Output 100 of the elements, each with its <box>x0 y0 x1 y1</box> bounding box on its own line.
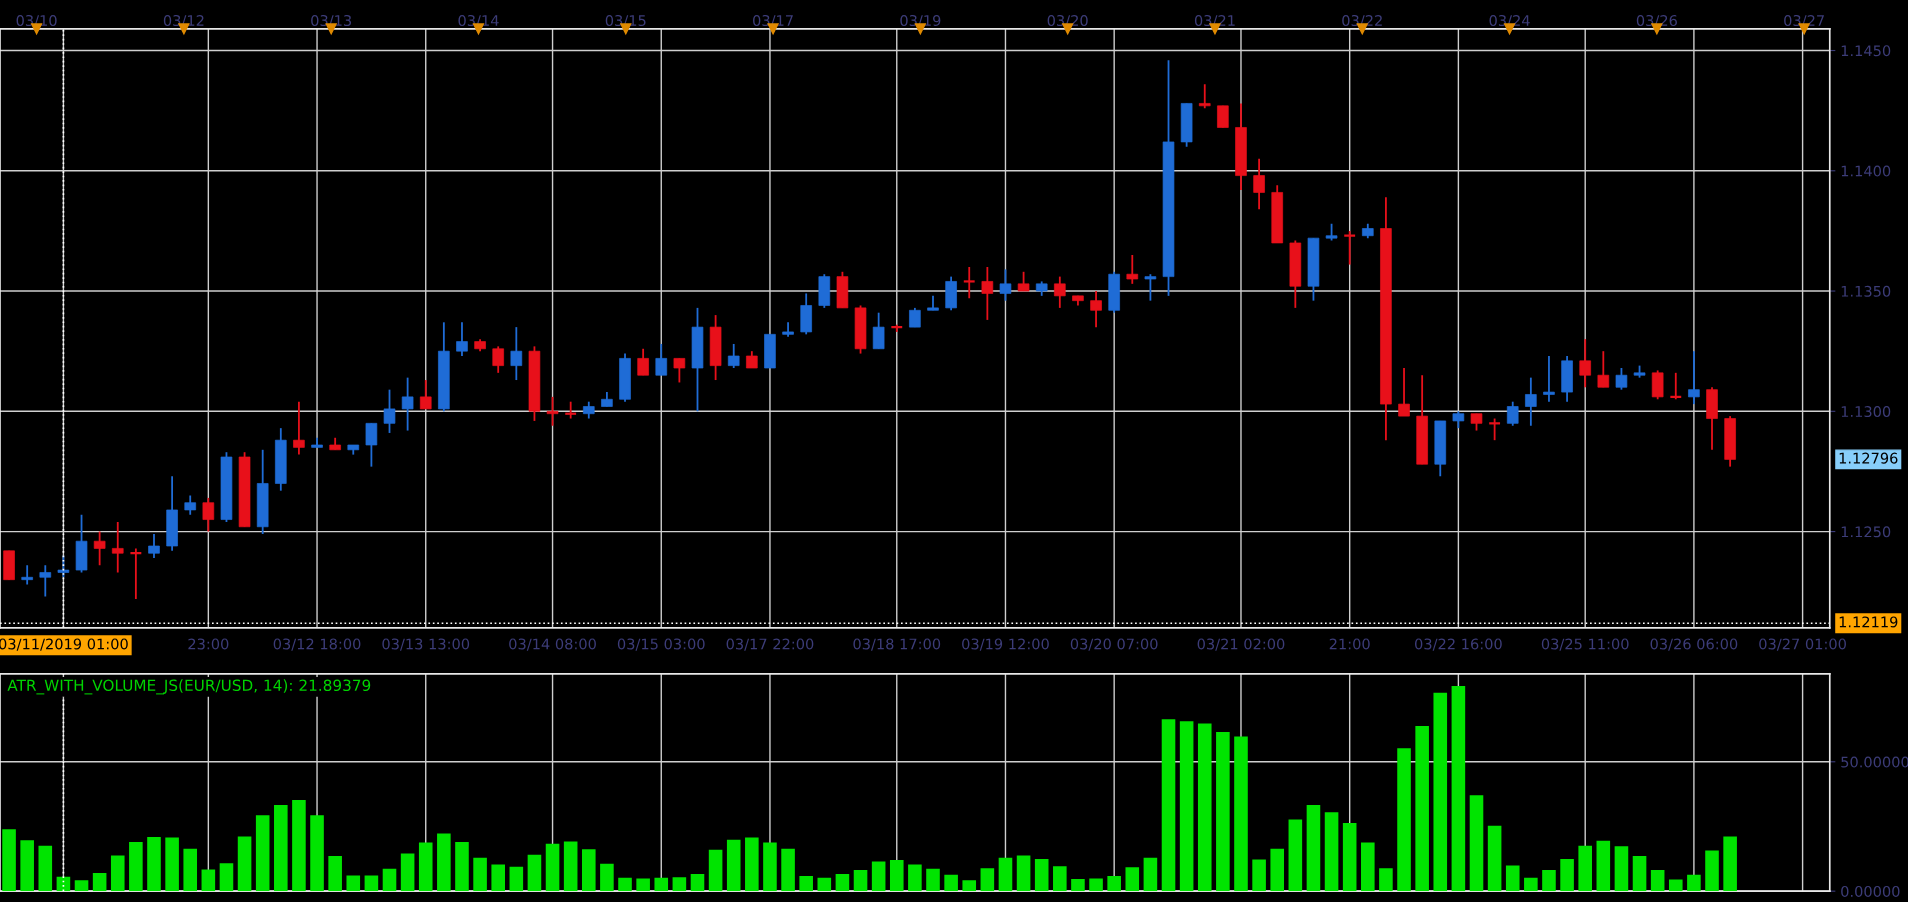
bar <box>1342 823 1357 892</box>
bar <box>853 869 868 892</box>
bar <box>237 836 252 892</box>
candlestick <box>1688 350 1700 406</box>
bar <box>1288 819 1303 892</box>
bar <box>219 863 234 892</box>
bar <box>1397 748 1411 892</box>
x-tick-label: 23:00 <box>188 638 229 650</box>
candlestick <box>184 494 197 516</box>
candlestick <box>383 388 396 434</box>
candlestick <box>999 268 1012 302</box>
bar <box>962 880 977 892</box>
bar <box>473 857 487 892</box>
bar <box>871 861 886 892</box>
candlestick <box>21 564 33 586</box>
candlestick <box>93 530 106 567</box>
x-tick-label: 03/25 11:00 <box>1541 638 1629 651</box>
bar <box>781 848 795 892</box>
bar <box>147 837 161 892</box>
bar <box>74 880 89 892</box>
bar <box>1451 685 1466 892</box>
candlestick <box>1217 104 1229 129</box>
x-tick-label: 03/12 18:00 <box>273 638 361 651</box>
candlestick <box>1597 350 1610 389</box>
bar <box>1125 867 1140 892</box>
y-tick-label: 1.1250 <box>1841 526 1891 538</box>
bar <box>944 874 958 892</box>
bar <box>183 848 198 892</box>
bar <box>1650 869 1665 892</box>
candlestick <box>981 266 994 321</box>
bar <box>527 854 542 892</box>
candlestick <box>673 357 686 384</box>
bar <box>418 842 433 892</box>
bar <box>636 878 650 892</box>
bar <box>1524 877 1538 892</box>
candlestick <box>1126 254 1139 285</box>
bar <box>165 837 179 892</box>
y-tick-label: 50.00000 <box>1841 756 1908 768</box>
chart-title: ATR_WITH_VOLUME_JS(EUR/USD, 14): 21.89379 <box>7 679 371 695</box>
bar <box>1089 878 1103 892</box>
bar <box>1197 723 1212 892</box>
text: 03/24 <box>1489 15 1530 28</box>
candlestick <box>1144 273 1157 302</box>
text: 03/17 <box>753 15 793 28</box>
bar <box>817 877 832 892</box>
bar <box>908 864 922 892</box>
bar <box>56 876 71 892</box>
y-tick-label: 1.1400 <box>1841 165 1891 177</box>
bar <box>1578 845 1592 892</box>
bar <box>509 866 524 892</box>
candlestick <box>401 376 414 432</box>
candlestick <box>1506 400 1519 427</box>
candlestick <box>1543 355 1555 403</box>
text: 03/10 <box>16 15 57 28</box>
candlestick <box>1525 376 1537 427</box>
bar <box>1560 859 1574 892</box>
bar <box>1071 879 1085 892</box>
candlestick <box>727 343 740 369</box>
bar <box>545 843 560 892</box>
bar <box>274 805 288 892</box>
bar <box>1324 812 1339 892</box>
bar <box>38 845 53 892</box>
bar <box>1234 736 1248 892</box>
bar <box>1469 795 1484 892</box>
text: 03/12 <box>163 15 204 28</box>
bar <box>129 842 143 892</box>
candlestick <box>872 311 885 350</box>
x-tick-label: 21:00 <box>1329 638 1370 650</box>
text: 03/15 <box>605 15 646 28</box>
text: 03/26 <box>1636 15 1677 28</box>
candlestick <box>637 347 649 377</box>
candlestick <box>1669 371 1683 401</box>
bar <box>763 842 777 892</box>
bar <box>1179 721 1194 892</box>
bar <box>1216 732 1230 892</box>
bar <box>1143 857 1158 892</box>
candlestick <box>510 326 523 381</box>
x-tick-label: 03/15 03:00 <box>617 638 705 651</box>
bar <box>745 837 759 892</box>
candlestick <box>909 306 921 329</box>
text: 03/22 <box>1342 15 1382 28</box>
candlestick <box>456 321 468 357</box>
bar <box>1542 869 1556 892</box>
candlestick <box>57 554 70 579</box>
x-tick-label: 03/21 02:00 <box>1197 638 1285 651</box>
candlestick <box>1488 417 1502 442</box>
bar <box>328 855 342 892</box>
y-tick-label: 0.00000 <box>1841 885 1900 897</box>
candlestick <box>365 422 378 468</box>
bar <box>1161 719 1176 892</box>
x-tick-label: 03/26 06:00 <box>1650 638 1738 651</box>
bar <box>1668 879 1683 892</box>
bar <box>835 874 850 892</box>
bar <box>690 874 705 892</box>
y-tick-label: 1.1450 <box>1841 45 1891 57</box>
bar <box>708 849 723 892</box>
candlestick <box>655 343 668 377</box>
candlestick <box>564 400 578 420</box>
candlestick <box>492 345 504 374</box>
candlestick <box>111 521 124 574</box>
